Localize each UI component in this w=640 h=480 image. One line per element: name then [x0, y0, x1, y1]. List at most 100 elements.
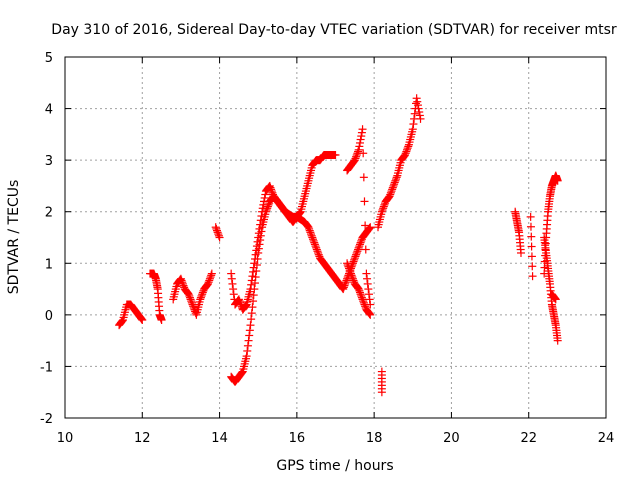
data-point — [401, 149, 410, 158]
data-point — [378, 205, 387, 214]
data-point — [266, 183, 275, 192]
data-point — [357, 236, 366, 245]
data-point — [252, 261, 261, 270]
data-point — [389, 181, 398, 190]
data-point — [307, 230, 316, 239]
data-point — [363, 274, 372, 283]
data-point — [351, 154, 360, 163]
data-point — [354, 245, 363, 254]
data-point — [187, 298, 196, 307]
data-point — [364, 285, 373, 294]
chart-title: Day 310 of 2016, Sidereal Day-to-day VTE… — [51, 22, 617, 38]
data-point — [364, 290, 373, 299]
data-point — [355, 288, 364, 297]
data-point — [261, 190, 270, 199]
data-point — [402, 147, 411, 156]
data-point — [353, 247, 362, 256]
data-point — [247, 309, 256, 318]
data-point — [196, 295, 205, 304]
data-point — [360, 197, 369, 206]
data-point — [177, 276, 186, 285]
data-point — [528, 272, 537, 281]
data-point — [390, 178, 399, 187]
data-point — [416, 114, 425, 123]
data-point — [256, 231, 265, 240]
data-point — [391, 176, 400, 185]
data-point — [342, 276, 351, 285]
data-point — [364, 309, 373, 318]
y-tick-labels: -2 -1 0 1 2 3 4 5 — [40, 51, 53, 427]
data-point — [351, 252, 360, 261]
data-point — [245, 331, 254, 340]
data-point — [352, 248, 361, 257]
data-point — [387, 187, 396, 196]
y-tick-label: 0 — [45, 309, 53, 324]
data-point — [408, 125, 417, 134]
data-point — [207, 269, 216, 278]
data-point — [346, 269, 355, 278]
data-point — [352, 150, 361, 159]
x-tick-label: 14 — [211, 431, 228, 446]
data-point — [527, 252, 536, 261]
data-point — [354, 243, 363, 252]
data-point — [359, 298, 368, 307]
data-point — [189, 303, 198, 312]
data-point — [214, 230, 223, 239]
data-point — [364, 224, 373, 233]
data-point — [312, 243, 321, 252]
data-point — [118, 316, 127, 325]
data-point — [237, 369, 246, 378]
data-point — [238, 368, 247, 377]
data-point — [313, 247, 322, 256]
data-point — [413, 97, 422, 106]
data-point — [265, 181, 274, 190]
data-point — [348, 274, 357, 283]
data-point — [345, 266, 354, 275]
x-tick-label: 10 — [57, 431, 74, 446]
data-point — [352, 250, 361, 259]
data-point — [356, 238, 365, 247]
data-point — [243, 341, 252, 350]
data-point — [228, 279, 237, 288]
data-point — [214, 231, 223, 240]
data-point — [251, 273, 260, 282]
y-tick-label: 2 — [45, 206, 53, 221]
data-point — [349, 257, 358, 266]
data-point — [350, 254, 359, 263]
data-point — [331, 150, 340, 159]
data-point — [359, 297, 368, 306]
data-point — [229, 290, 238, 299]
data-point — [361, 245, 370, 254]
data-point — [357, 293, 366, 302]
data-point — [384, 193, 393, 202]
data-point — [254, 248, 263, 257]
data-point — [343, 261, 352, 270]
data-point — [402, 145, 411, 154]
data-point — [308, 235, 317, 244]
data-point — [553, 336, 562, 345]
data-point — [377, 207, 386, 216]
data-point — [185, 291, 194, 300]
data-point — [305, 226, 314, 235]
data-point — [355, 240, 364, 249]
x-tick-label: 24 — [598, 431, 615, 446]
data-point — [196, 293, 205, 302]
data-point — [242, 352, 251, 361]
data-point — [412, 94, 421, 103]
data-point — [354, 145, 363, 154]
data-point — [527, 232, 536, 241]
data-point — [236, 298, 245, 307]
data-point — [528, 262, 537, 271]
data-point — [365, 224, 374, 233]
data-point — [184, 290, 193, 299]
data-point — [377, 388, 386, 397]
data-point — [357, 291, 366, 300]
data-point — [361, 221, 370, 230]
data-point — [379, 204, 388, 213]
data-point — [310, 240, 319, 249]
data-point — [350, 255, 359, 264]
data-point — [304, 223, 313, 232]
data-point — [253, 254, 262, 263]
data-point — [553, 176, 562, 185]
data-point — [205, 274, 214, 283]
